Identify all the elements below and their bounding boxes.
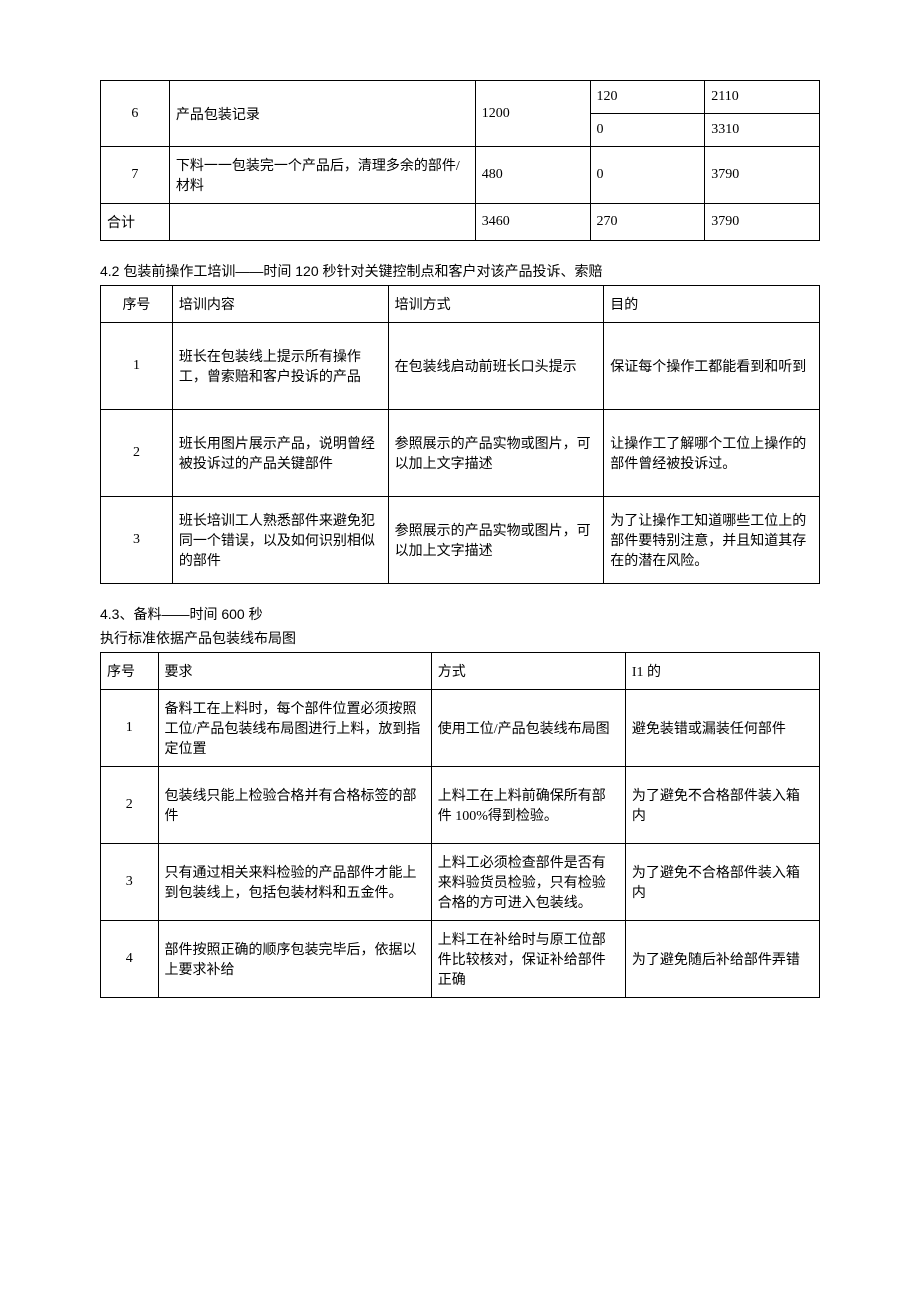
cell: 在包装线启动前班长口头提示 [388, 323, 604, 410]
cell: 2110 [705, 81, 820, 114]
col-header: 培训内容 [172, 286, 388, 323]
cell: 3460 [475, 204, 590, 241]
row-num: 1 [101, 690, 159, 767]
col-header: I1 的 [625, 653, 819, 690]
cell: 班长用图片展示产品，说明曾经被投诉过的产品关键部件 [172, 410, 388, 497]
cell: 为了避免不合格部件装入箱内 [625, 844, 819, 921]
section-subheading: 执行标准依据产品包装线布局图 [100, 628, 820, 648]
table-row: 1 备料工在上料时，每个部件位置必须按照工位/产品包装线布局图进行上料，放到指定… [101, 690, 820, 767]
cell: 3310 [705, 114, 820, 147]
section-heading: 4.3、备料——时间 600 秒 [100, 604, 820, 624]
table-row: 3 班长培训工人熟悉部件来避免犯同一个错误，以及如何识别相似的部件 参照展示的产… [101, 497, 820, 584]
cell: 3790 [705, 147, 820, 204]
total-label: 合计 [101, 204, 170, 241]
row-num: 2 [101, 767, 159, 844]
col-header: 序号 [101, 653, 159, 690]
cell: 3790 [705, 204, 820, 241]
cell: 避免装错或漏装任何部件 [625, 690, 819, 767]
cell: 班长在包装线上提示所有操作工，曾索赔和客户投诉的产品 [172, 323, 388, 410]
cell: 参照展示的产品实物或图片，可以加上文字描述 [388, 497, 604, 584]
cell: 为了避免随后补给部件弄错 [625, 921, 819, 998]
cell: 1200 [475, 81, 590, 147]
row-num: 3 [101, 844, 159, 921]
cell: 270 [590, 204, 705, 241]
row-num: 3 [101, 497, 173, 584]
cell: 上料工在上料前确保所有部件 100%得到检验。 [431, 767, 625, 844]
row-num: 6 [101, 81, 170, 147]
row-num: 2 [101, 410, 173, 497]
cell: 0 [590, 114, 705, 147]
cell: 480 [475, 147, 590, 204]
cell: 使用工位/产品包装线布局图 [431, 690, 625, 767]
table-header: 序号 要求 方式 I1 的 [101, 653, 820, 690]
table-row-total: 合计 3460 270 3790 [101, 204, 820, 241]
col-header: 目的 [604, 286, 820, 323]
table-row: 2 班长用图片展示产品，说明曾经被投诉过的产品关键部件 参照展示的产品实物或图片… [101, 410, 820, 497]
cell: 部件按照正确的顺序包装完毕后，依据以上要求补给 [158, 921, 431, 998]
cell: 参照展示的产品实物或图片，可以加上文字描述 [388, 410, 604, 497]
cell: 上料工在补给时与原工位部件比较核对，保证补给部件正确 [431, 921, 625, 998]
cell: 上料工必须检查部件是否有来料验货员检验，只有检验合格的方可进入包装线。 [431, 844, 625, 921]
training-table: 序号 培训内容 培训方式 目的 1 班长在包装线上提示所有操作工，曾索赔和客户投… [100, 285, 820, 584]
table-row: 2 包装线只能上检验合格并有合格标签的部件 上料工在上料前确保所有部件 100%… [101, 767, 820, 844]
table-row: 6 产品包装记录 1200 120 2110 [101, 81, 820, 114]
table-row: 1 班长在包装线上提示所有操作工，曾索赔和客户投诉的产品 在包装线启动前班长口头… [101, 323, 820, 410]
row-desc: 产品包装记录 [169, 81, 475, 147]
cell: 包装线只能上检验合格并有合格标签的部件 [158, 767, 431, 844]
row-desc: 下料一一包装完一个产品后，清理多余的部件/材料 [169, 147, 475, 204]
cell: 0 [590, 147, 705, 204]
cell: 备料工在上料时，每个部件位置必须按照工位/产品包装线布局图进行上料，放到指定位置 [158, 690, 431, 767]
cell: 保证每个操作工都能看到和听到 [604, 323, 820, 410]
col-header: 要求 [158, 653, 431, 690]
cell: 班长培训工人熟悉部件来避免犯同一个错误，以及如何识别相似的部件 [172, 497, 388, 584]
row-num: 7 [101, 147, 170, 204]
cell: 为了避免不合格部件装入箱内 [625, 767, 819, 844]
row-num: 4 [101, 921, 159, 998]
col-header: 培训方式 [388, 286, 604, 323]
table-header: 序号 培训内容 培训方式 目的 [101, 286, 820, 323]
table-row: 7 下料一一包装完一个产品后，清理多余的部件/材料 480 0 3790 [101, 147, 820, 204]
cell: 让操作工了解哪个工位上操作的部件曾经被投诉过。 [604, 410, 820, 497]
preparation-table: 序号 要求 方式 I1 的 1 备料工在上料时，每个部件位置必须按照工位/产品包… [100, 652, 820, 998]
col-header: 序号 [101, 286, 173, 323]
col-header: 方式 [431, 653, 625, 690]
section-heading: 4.2 包装前操作工培训——时间 120 秒针对关键控制点和客户对该产品投诉、索… [100, 261, 820, 281]
time-summary-table: 6 产品包装记录 1200 120 2110 0 3310 7 下料一一包装完一… [100, 80, 820, 241]
cell [169, 204, 475, 241]
row-num: 1 [101, 323, 173, 410]
table-row: 3 只有通过相关来料检验的产品部件才能上到包装线上，包括包装材料和五金件。 上料… [101, 844, 820, 921]
cell: 120 [590, 81, 705, 114]
cell: 只有通过相关来料检验的产品部件才能上到包装线上，包括包装材料和五金件。 [158, 844, 431, 921]
cell: 为了让操作工知道哪些工位上的部件要特别注意，并且知道其存在的潜在风险。 [604, 497, 820, 584]
table-row: 4 部件按照正确的顺序包装完毕后，依据以上要求补给 上料工在补给时与原工位部件比… [101, 921, 820, 998]
